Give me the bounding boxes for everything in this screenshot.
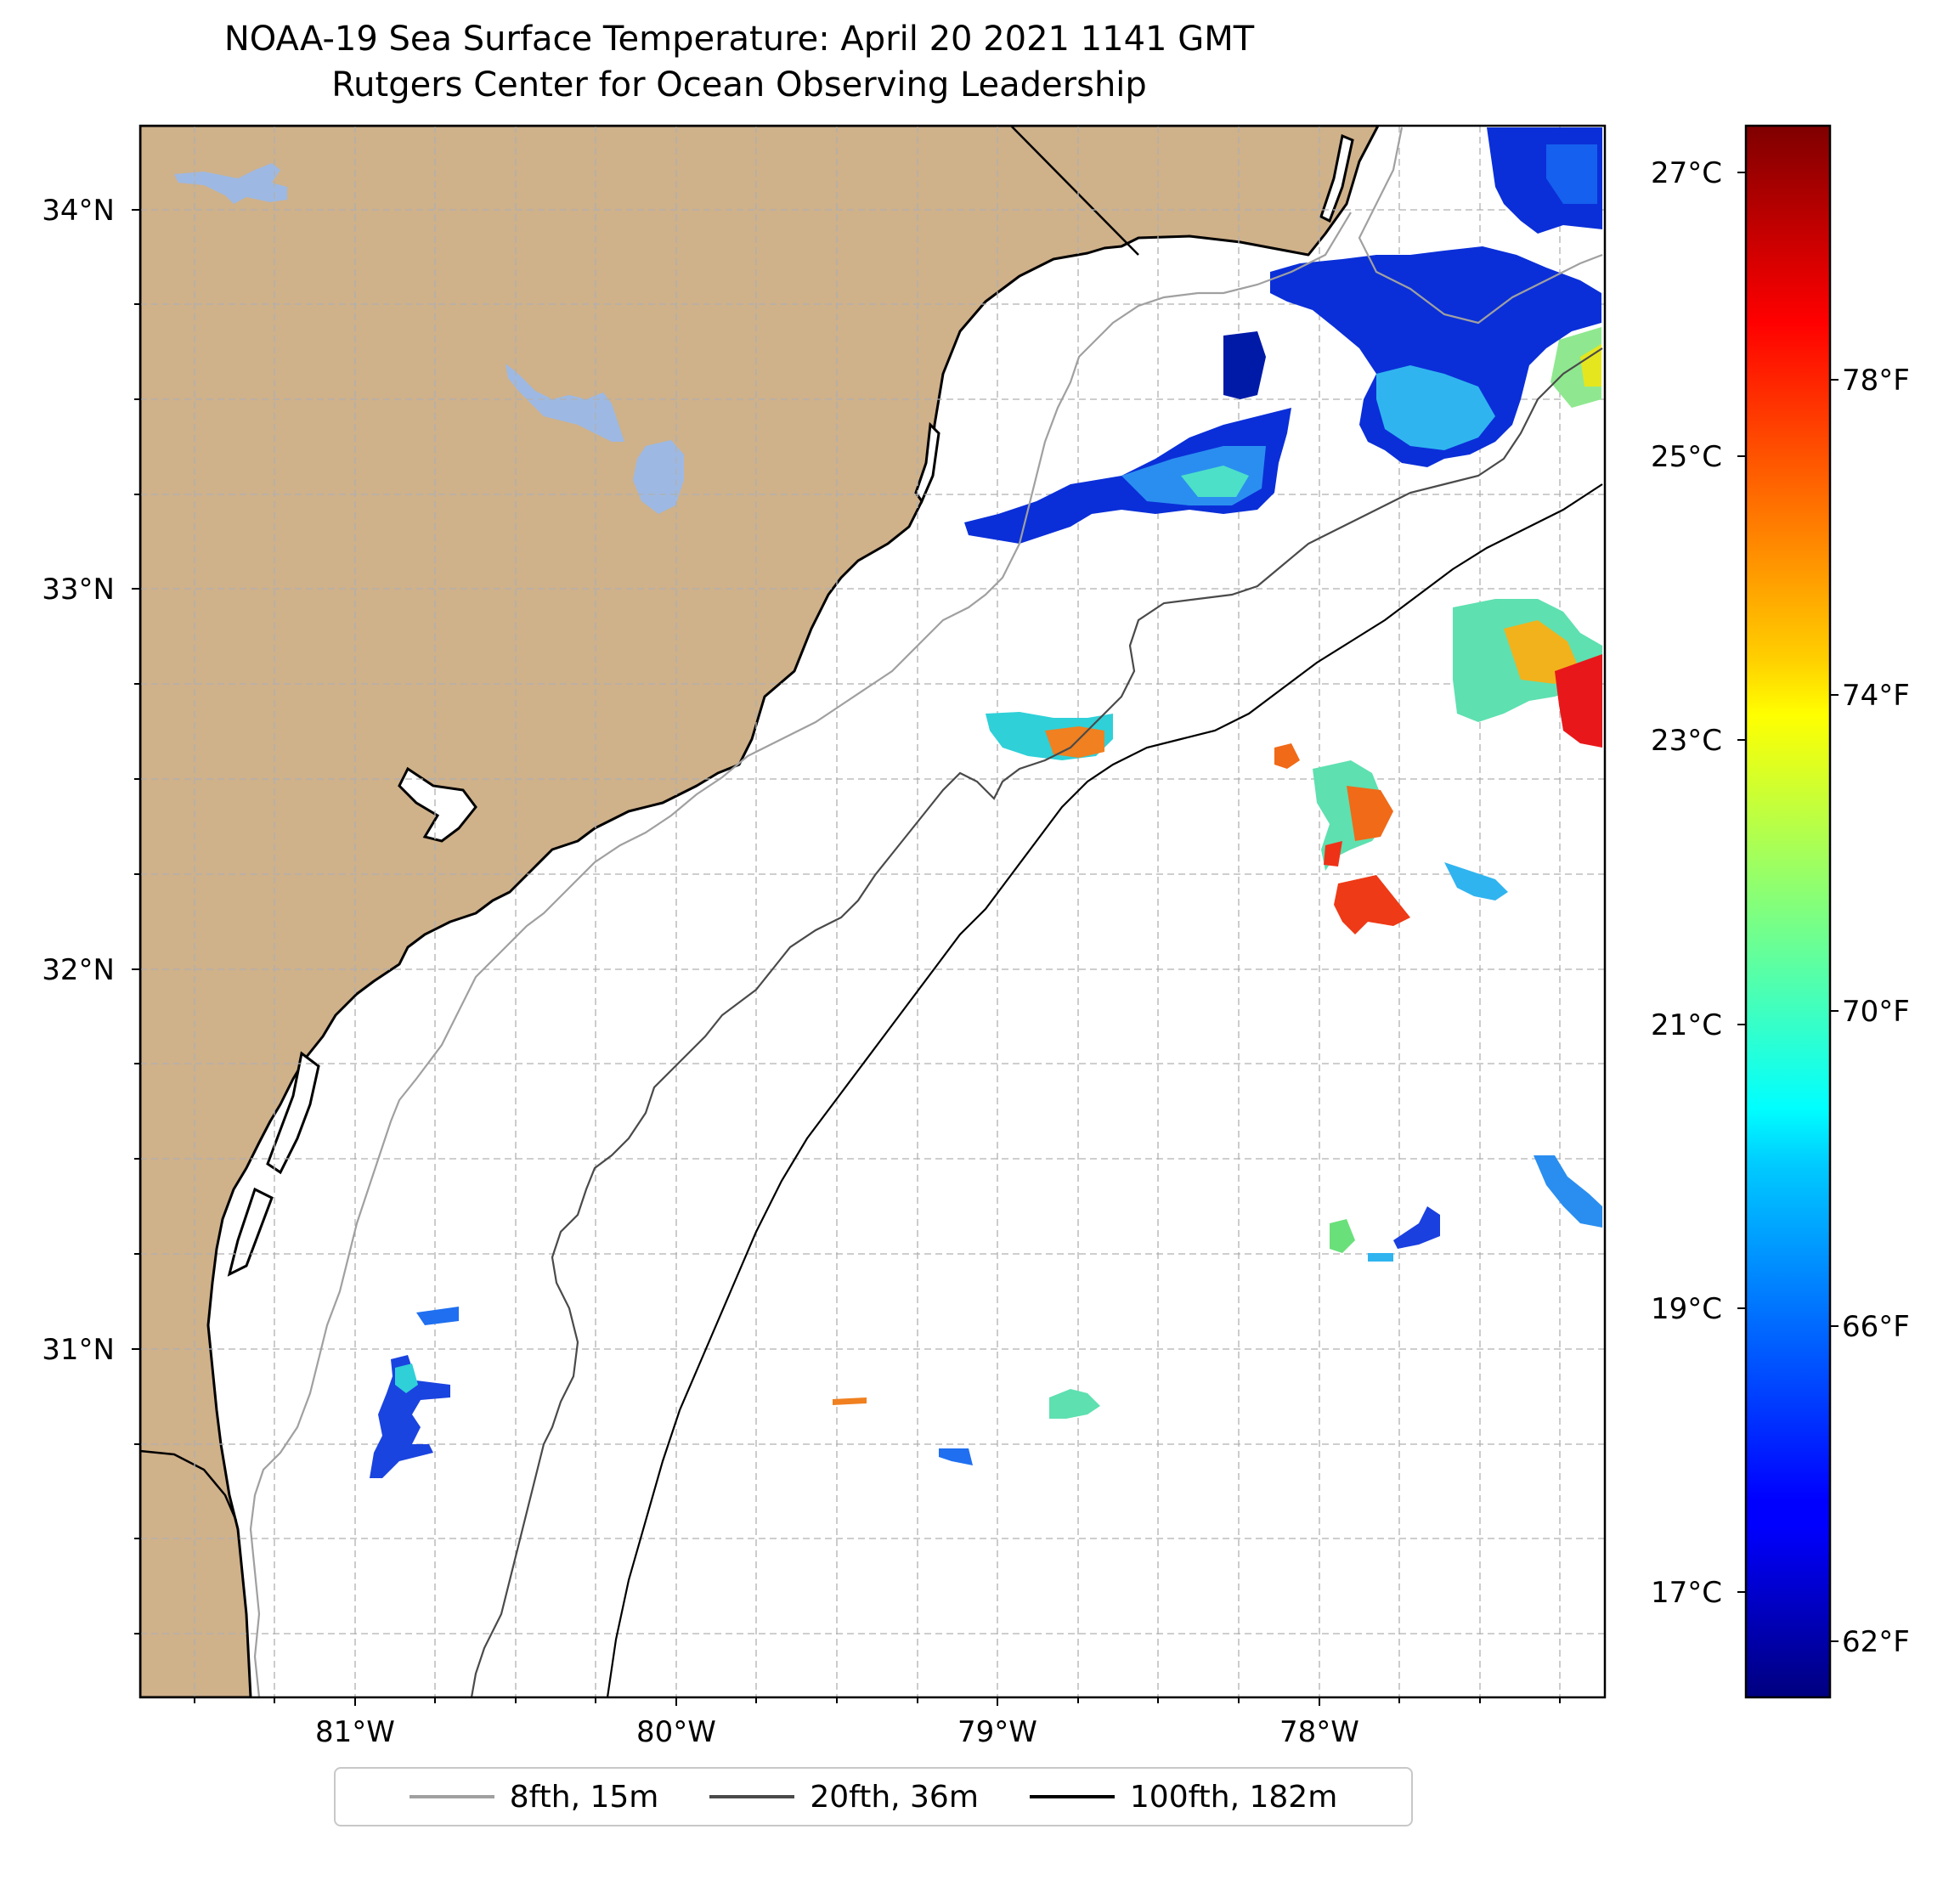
map-subtitle: Rutgers Center for Ocean Observing Leade… [331, 65, 1147, 104]
sst-patch [416, 1307, 459, 1325]
lake [633, 440, 684, 514]
fahrenheit-label: 62°F [1842, 1625, 1910, 1659]
map-area [140, 126, 1605, 1697]
sst-patch [1274, 743, 1300, 769]
lat-label: 33°N [42, 573, 115, 607]
celsius-label: 19°C [1651, 1292, 1722, 1326]
fahrenheit-label: 70°F [1842, 995, 1910, 1029]
lon-labels: 81°W 80°W 79°W 78°W [315, 1715, 1359, 1749]
legend-label: 20fth, 36m [810, 1779, 979, 1815]
lon-label: 78°W [1279, 1715, 1359, 1749]
celsius-ticks [1737, 172, 1746, 1593]
legend-item-20fth: 20fth, 36m [709, 1780, 979, 1815]
sst-patch [1313, 760, 1385, 871]
lon-label: 80°W [636, 1715, 716, 1749]
lat-labels: 34°N 33°N 32°N 31°N [42, 194, 115, 1367]
sst-patch [1555, 654, 1602, 748]
sst-patch [1334, 875, 1410, 934]
legend-line-100fth [1029, 1795, 1115, 1798]
legend-item-100fth: 100fth, 182m [1029, 1779, 1338, 1815]
legend: 8fth, 15m 20fth, 36m 100fth, 182m [334, 1767, 1413, 1826]
sst-patch [1550, 327, 1601, 408]
sst-patch [1270, 246, 1601, 467]
lat-label: 32°N [42, 953, 115, 987]
estuary [266, 1051, 320, 1175]
fahrenheit-ticks [1830, 379, 1839, 1642]
isobath-20fth [470, 347, 1603, 1697]
sst-patch [1049, 1389, 1100, 1419]
legend-item-8fth: 8fth, 15m [409, 1779, 659, 1815]
fahrenheit-labels: 78°F 74°F 70°F 66°F 62°F [1842, 364, 1910, 1659]
map-title: NOAA-19 Sea Surface Temperature: April 2… [223, 20, 1255, 59]
map-frame [138, 124, 1607, 1699]
lon-ticks [194, 1697, 1561, 1706]
sst-patch [1376, 365, 1495, 450]
state-border [140, 1449, 238, 1522]
legend-line-20fth [709, 1795, 795, 1798]
legend-label: 100fth, 182m [1129, 1779, 1338, 1815]
celsius-label: 21°C [1651, 1008, 1722, 1042]
sst-patch [1444, 862, 1508, 900]
celsius-labels: 27°C 25°C 23°C 21°C 19°C 17°C [1651, 156, 1722, 1610]
sst-patch [1347, 786, 1393, 841]
sst-data [370, 127, 1602, 1478]
lat-ticks [132, 209, 140, 1634]
colorbar [1744, 124, 1832, 1699]
fahrenheit-label: 74°F [1842, 679, 1910, 713]
lon-label: 79°W [957, 1715, 1037, 1749]
sst-patch [1546, 144, 1597, 204]
lon-label: 81°W [315, 1715, 395, 1749]
fahrenheit-label: 78°F [1842, 364, 1910, 398]
estuary [227, 1187, 274, 1277]
estuary [1319, 133, 1354, 223]
sst-patch [1368, 1253, 1393, 1262]
isobath-100fth [606, 483, 1603, 1697]
lake [174, 163, 287, 204]
land [140, 126, 1380, 1697]
fahrenheit-label: 66°F [1842, 1310, 1910, 1344]
legend-line-8fth [409, 1795, 494, 1798]
sst-patch [1393, 1206, 1440, 1249]
sst-patch [1330, 1219, 1355, 1253]
sst-patch [1181, 466, 1249, 497]
sst-patch [370, 1355, 450, 1478]
sst-patch [833, 1397, 867, 1405]
sst-patch [1223, 331, 1266, 399]
celsius-label: 17°C [1651, 1576, 1722, 1610]
sst-patch [1580, 344, 1601, 387]
estuary [914, 421, 940, 505]
lake [506, 364, 624, 442]
sst-patch [1534, 1155, 1602, 1228]
state-border [1010, 126, 1139, 256]
celsius-label: 25°C [1651, 440, 1722, 474]
estuary [398, 766, 477, 843]
isobath-8fth [249, 127, 1603, 1697]
lat-label: 31°N [42, 1333, 115, 1367]
sst-patch [1324, 841, 1342, 867]
legend-label: 8fth, 15m [509, 1779, 659, 1815]
celsius-label: 27°C [1651, 156, 1722, 190]
sst-patch [939, 1448, 973, 1465]
lat-label: 34°N [42, 194, 115, 228]
sst-patch [1504, 620, 1580, 684]
celsius-label: 23°C [1651, 724, 1722, 758]
sst-patch [395, 1363, 418, 1393]
